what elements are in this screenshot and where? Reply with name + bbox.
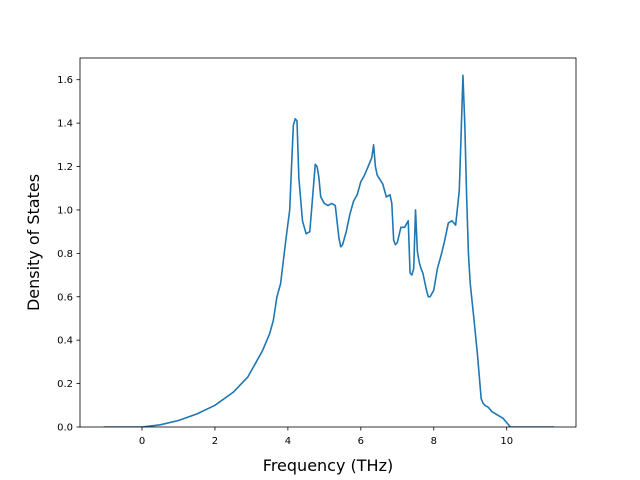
x-tick-label: 6: [358, 436, 364, 447]
dos-series-line: [103, 74, 555, 427]
y-axis-ticks: 0.0 0.2 0.4 0.6 0.8 1.0 1.2 1.4 1.6: [57, 75, 80, 434]
y-tick-label: 0.0: [57, 423, 73, 434]
y-tick-label: 1.0: [57, 205, 73, 216]
y-tick-label: 1.2: [57, 162, 73, 173]
y-axis-title: Density of States: [24, 174, 43, 311]
x-axis-title: Frequency (THz): [263, 456, 393, 475]
x-tick-label: 10: [500, 436, 513, 447]
plot-area: [103, 74, 555, 427]
x-tick-label: 0: [139, 436, 145, 447]
x-tick-label: 8: [431, 436, 437, 447]
x-tick-label: 4: [285, 436, 291, 447]
x-tick-label: 2: [212, 436, 218, 447]
y-tick-label: 0.8: [57, 249, 73, 260]
y-tick-label: 1.6: [57, 75, 73, 86]
x-axis-ticks: 0 2 4 6 8 10: [139, 427, 513, 447]
y-tick-label: 0.2: [57, 379, 73, 390]
axes-frame: [79, 57, 577, 428]
y-tick-label: 1.4: [57, 119, 73, 130]
y-tick-label: 0.4: [57, 336, 73, 347]
y-tick-label: 0.6: [57, 292, 73, 303]
